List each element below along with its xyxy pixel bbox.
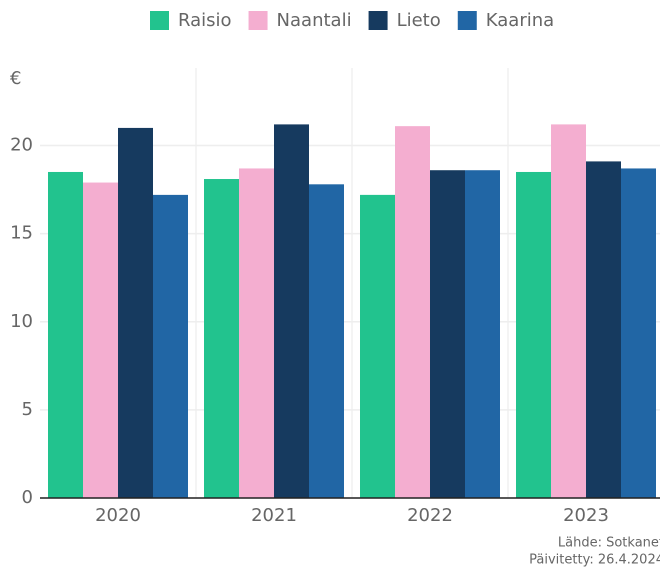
bar [551, 124, 586, 499]
bar [83, 182, 118, 498]
legend-swatch [457, 11, 477, 30]
legend-swatch [150, 11, 169, 30]
legend-swatch [248, 11, 268, 30]
x-tick-label: 2023 [563, 505, 609, 526]
y-axis-label: € [10, 68, 21, 89]
y-tick-label: 0 [22, 487, 33, 508]
bar [274, 124, 309, 499]
x-tick-label: 2021 [251, 505, 297, 526]
bar [239, 168, 274, 499]
legend-label: Raisio [178, 10, 232, 31]
legend-label: Lieto [397, 10, 441, 31]
bar [48, 171, 83, 498]
bar [118, 127, 153, 498]
bar [204, 179, 239, 498]
bar [516, 171, 551, 498]
legend-swatch [368, 11, 388, 30]
y-tick-label: 20 [10, 135, 33, 156]
bar [360, 194, 395, 498]
bar [586, 161, 621, 498]
bar [430, 170, 465, 498]
y-tick-label: 10 [10, 311, 33, 332]
bar [309, 184, 344, 499]
bar [153, 194, 188, 498]
bar [395, 126, 430, 499]
bar [465, 170, 500, 498]
x-tick-label: 2022 [407, 505, 453, 526]
bar [621, 168, 656, 499]
source-note: Päivitetty: 26.4.2024 [529, 553, 660, 567]
y-tick-label: 5 [22, 399, 33, 420]
legend-label: Naantali [277, 10, 352, 31]
y-tick-label: 15 [10, 223, 33, 244]
x-tick-label: 2020 [95, 505, 141, 526]
legend-label: Kaarina [486, 10, 554, 31]
source-note: Lähde: Sotkanet [558, 536, 660, 551]
